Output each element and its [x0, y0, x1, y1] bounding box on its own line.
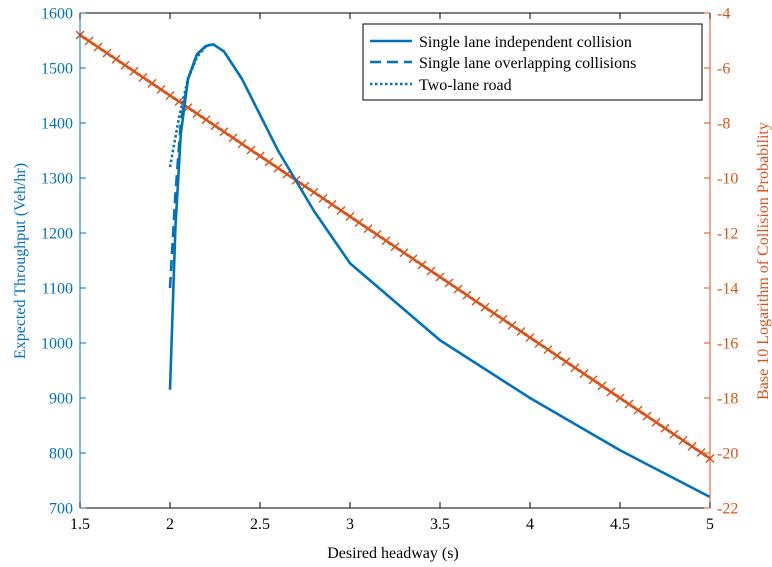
x-tick-label: 3.5 — [430, 516, 450, 533]
x-tick-label: 2.5 — [250, 516, 270, 533]
left-y-tick-label: 900 — [49, 391, 73, 408]
left-y-tick-label: 1500 — [41, 61, 73, 78]
legend-label-overlapping: Single lane overlapping collisions — [419, 55, 636, 72]
right-y-tick-label: -16 — [717, 336, 738, 353]
legend-label-two-lane: Two-lane road — [419, 77, 512, 94]
x-tick-label: 5 — [706, 516, 714, 533]
right-y-tick-label: -22 — [717, 501, 738, 518]
right-y-tick-label: -8 — [717, 116, 730, 133]
x-tick-label: 2 — [166, 516, 174, 533]
legend: Single lane independent collision Single… — [363, 24, 702, 100]
left-y-tick-label: 1400 — [41, 116, 73, 133]
left-y-tick-label: 1200 — [41, 226, 73, 243]
x-tick-label: 3 — [346, 516, 354, 533]
right-y-tick-label: -14 — [717, 281, 738, 298]
right-y-tick-label: -4 — [717, 6, 730, 23]
x-tick-label: 1.5 — [70, 516, 90, 533]
left-y-axis-title: Expected Throughput (Veh/hr) — [12, 163, 29, 359]
x-axis-title: Desired headway (s) — [327, 545, 459, 562]
x-tick-label: 4.5 — [610, 516, 630, 533]
right-y-tick-label: -10 — [717, 171, 738, 188]
left-y-tick-label: 1300 — [41, 171, 73, 188]
right-y-tick-label: -6 — [717, 61, 730, 78]
right-y-axis-title: Base 10 Logarithm of Collision Probabili… — [755, 122, 772, 400]
left-y-tick-label: 1100 — [42, 281, 73, 298]
left-y-tick-label: 1600 — [41, 6, 73, 23]
x-tick-label: 4 — [526, 516, 534, 533]
left-y-tick-label: 1000 — [41, 336, 73, 353]
legend-label-independent: Single lane independent collision — [419, 34, 632, 51]
left-y-tick-label: 800 — [49, 446, 73, 463]
right-y-tick-label: -12 — [717, 226, 738, 243]
right-y-tick-label: -18 — [717, 391, 738, 408]
right-y-tick-label: -20 — [717, 446, 738, 463]
left-y-tick-label: 700 — [49, 501, 73, 518]
